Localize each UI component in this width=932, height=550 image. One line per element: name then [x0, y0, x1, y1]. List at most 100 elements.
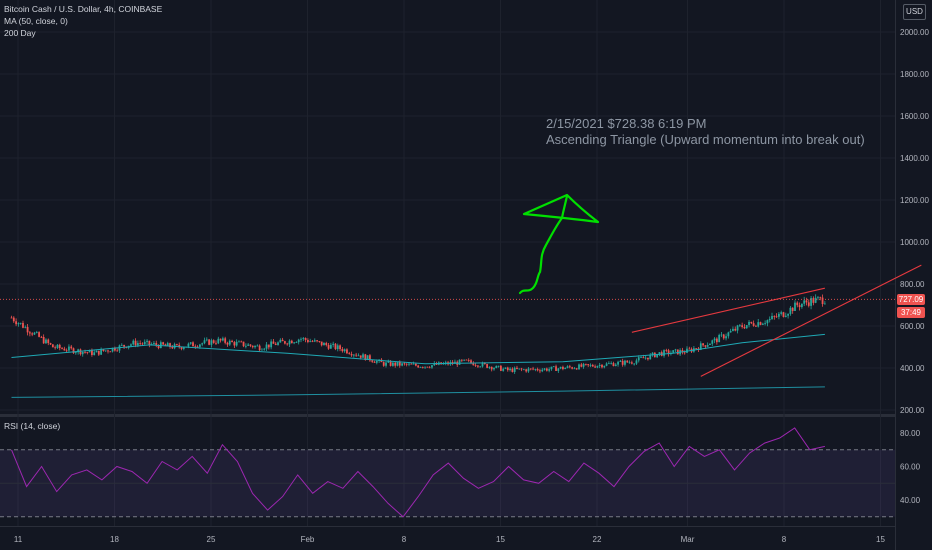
- candle-body: [146, 340, 148, 342]
- candle-body: [789, 307, 792, 314]
- candle-body: [240, 341, 243, 343]
- candle-body: [84, 351, 86, 353]
- candle-body: [493, 368, 495, 370]
- candle-body: [557, 368, 560, 371]
- candle-body: [823, 303, 826, 305]
- candle-body: [614, 364, 617, 367]
- candle-body: [194, 346, 197, 348]
- candle-body: [695, 348, 698, 350]
- candle-body: [111, 347, 114, 352]
- candle-body: [573, 368, 576, 370]
- candle-body: [550, 366, 553, 370]
- candle-body: [460, 359, 463, 361]
- candle-body: [313, 340, 316, 342]
- candle-body: [603, 365, 606, 368]
- candle-body: [304, 338, 307, 341]
- candle-body: [180, 347, 183, 349]
- candle-body: [162, 342, 165, 345]
- candle-body: [612, 363, 615, 367]
- candle-body: [371, 360, 374, 362]
- candle-body: [562, 366, 564, 370]
- candle-body: [589, 364, 592, 366]
- candle-body: [244, 345, 247, 347]
- candle-body: [251, 345, 254, 348]
- candle-body: [12, 317, 15, 322]
- candle-body: [509, 368, 511, 371]
- candle-body: [718, 334, 721, 343]
- candle-body: [95, 350, 98, 353]
- candle-body: [272, 341, 275, 344]
- candle-body: [97, 350, 100, 355]
- candle-body: [810, 298, 812, 306]
- candle-body: [410, 363, 413, 365]
- candle-body: [529, 368, 532, 370]
- candle-body: [800, 303, 803, 308]
- candle-body: [35, 332, 38, 333]
- candle-body: [104, 350, 107, 352]
- candle-body: [729, 330, 732, 333]
- candle-body: [796, 302, 799, 306]
- candle-body: [663, 350, 665, 356]
- candle-body: [226, 342, 229, 345]
- hand-drawn-arrow-shaft: [518, 194, 569, 295]
- time-tick-label: 11: [14, 535, 23, 544]
- candle-body: [210, 340, 213, 345]
- candle-body: [189, 342, 192, 344]
- candle-body: [309, 341, 312, 342]
- candle-body: [215, 342, 217, 344]
- candle-body: [819, 297, 822, 299]
- candle-body: [778, 313, 780, 317]
- annotation-line2[interactable]: Ascending Triangle (Upward momentum into…: [546, 132, 865, 147]
- candle-body: [22, 322, 24, 328]
- candle-body: [715, 338, 718, 343]
- candle-body: [359, 355, 362, 358]
- candle-body: [120, 344, 123, 346]
- candle-body: [768, 318, 771, 321]
- annotation-line1[interactable]: 2/15/2021 $728.38 6:19 PM: [546, 116, 707, 131]
- candle-body: [617, 361, 619, 365]
- candle-body: [31, 333, 34, 335]
- candle-body: [759, 322, 762, 325]
- candle-body: [155, 343, 158, 346]
- currency-button[interactable]: USD: [903, 4, 926, 20]
- candle-body: [364, 354, 367, 361]
- candle-body: [488, 366, 491, 368]
- price-tick-label: 600.00: [900, 322, 925, 331]
- candle-body: [91, 350, 93, 356]
- candle-body: [219, 338, 222, 341]
- candle-body: [178, 344, 181, 348]
- candle-body: [265, 344, 268, 349]
- candle-body: [93, 352, 96, 356]
- candle-body: [525, 369, 528, 372]
- candle-body: [764, 323, 767, 325]
- candle-body: [516, 367, 518, 369]
- time-tick-label: 8: [402, 535, 407, 544]
- candle-body: [637, 357, 640, 361]
- candle-body: [481, 362, 484, 367]
- candle-body: [408, 363, 410, 365]
- candle-body: [702, 343, 704, 346]
- candle-body: [182, 347, 185, 349]
- candle-body: [504, 367, 507, 369]
- candle-body: [748, 321, 750, 326]
- candle-body: [780, 312, 783, 314]
- candle-body: [424, 366, 426, 368]
- candle-body: [709, 343, 711, 345]
- candle-body: [490, 366, 493, 370]
- candle-body: [187, 343, 190, 347]
- candle-body: [10, 317, 13, 319]
- candle-body: [706, 344, 709, 347]
- time-tick-label: 15: [876, 535, 885, 544]
- candle-body: [100, 349, 103, 355]
- candle-body: [199, 344, 201, 347]
- candle-body: [463, 359, 466, 361]
- candle-body: [77, 349, 80, 353]
- candle-body: [624, 360, 626, 365]
- candle-body: [286, 343, 289, 345]
- candle-body: [325, 342, 328, 346]
- candle-body: [297, 339, 300, 343]
- candle-body: [233, 342, 236, 346]
- candle-body: [745, 325, 748, 329]
- candle-body: [738, 325, 741, 327]
